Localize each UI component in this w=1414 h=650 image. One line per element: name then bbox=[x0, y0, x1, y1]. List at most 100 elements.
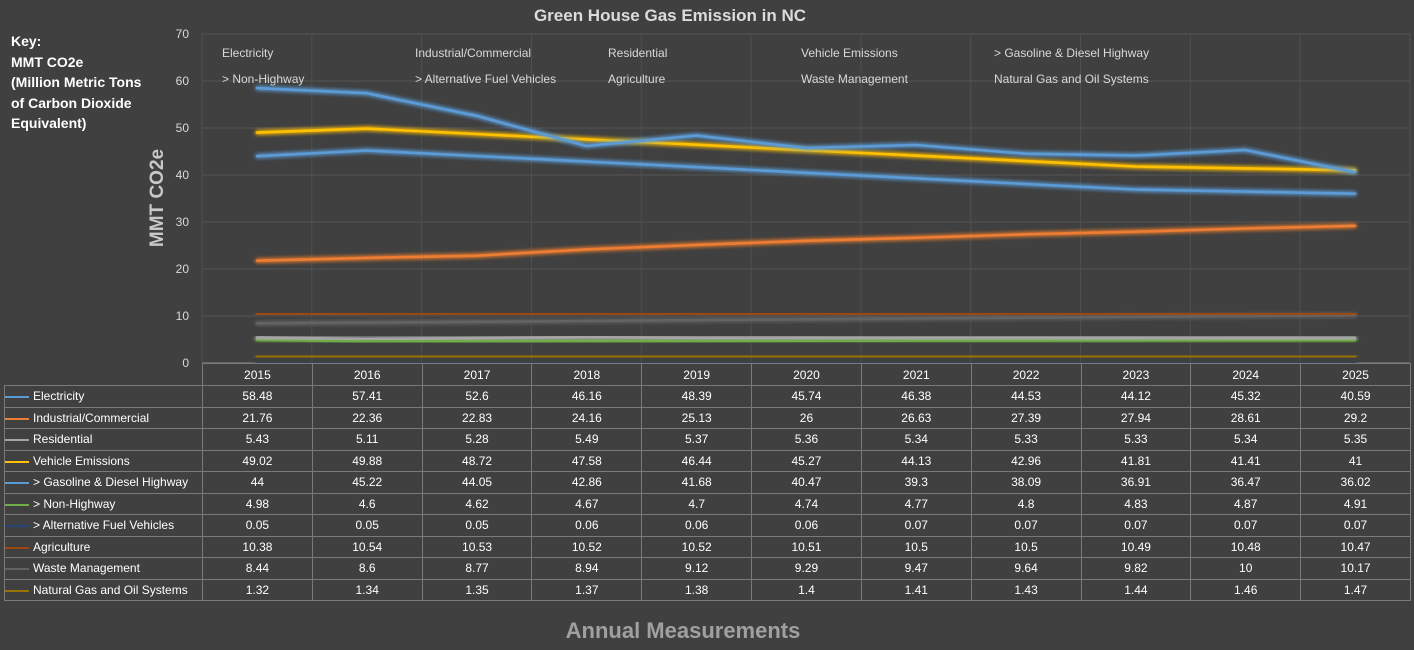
table-row: > Gasoline & Diesel Highway 44 45.22 44.05 4… bbox=[4, 471, 1411, 494]
value-cell: 42.96 bbox=[970, 449, 1082, 472]
table-row: Waste Management 8.44 8.6 8.77 8.94 9.12 9.29 9… bbox=[4, 557, 1411, 580]
series-swatch-icon bbox=[5, 525, 29, 528]
value-cell: 4.6 bbox=[311, 492, 423, 515]
legend-item: > Alternative Fuel Vehicles bbox=[383, 72, 556, 86]
series-swatch-icon bbox=[5, 589, 29, 592]
value-cell: 0.05 bbox=[311, 514, 423, 537]
value-cell: 47.58 bbox=[531, 449, 643, 472]
value-cell: 0.07 bbox=[970, 514, 1082, 537]
value-cell: 1.41 bbox=[860, 578, 972, 601]
table-row: Agriculture 10.38 10.54 10.53 10.52 10.52 10.5… bbox=[4, 535, 1411, 558]
legend-item: Electricity bbox=[190, 46, 273, 60]
value-cell: 39.3 bbox=[860, 471, 972, 494]
series-swatch-icon bbox=[5, 503, 29, 506]
value-cell: 4.67 bbox=[531, 492, 643, 515]
value-cell: 25.13 bbox=[641, 406, 753, 429]
x-axis-label: Annual Measurements bbox=[565, 618, 801, 643]
table-row: Industrial/Commercial 21.76 22.36 22.83 24.1… bbox=[4, 406, 1411, 429]
value-cell: 10.5 bbox=[860, 535, 972, 558]
value-cell: 10.38 bbox=[202, 535, 313, 558]
value-cell: 10.52 bbox=[531, 535, 643, 558]
value-cell: 4.98 bbox=[202, 492, 313, 515]
value-cell: 22.36 bbox=[311, 406, 423, 429]
value-cell: 1.37 bbox=[531, 578, 643, 601]
value-cell: 5.34 bbox=[860, 428, 972, 451]
value-cell: 1.44 bbox=[1080, 578, 1192, 601]
series-name-cell: > Non-Highway bbox=[4, 492, 203, 515]
value-cell: 0.07 bbox=[1300, 514, 1411, 537]
legend-label: Industrial/Commercial bbox=[415, 46, 531, 60]
series-name-label: Industrial/Commercial bbox=[33, 410, 150, 425]
series-line bbox=[255, 313, 1357, 325]
legend-item: Agriculture bbox=[576, 72, 666, 86]
value-cell: 44.53 bbox=[970, 385, 1082, 408]
series-name-label: Waste Management bbox=[33, 561, 140, 576]
value-cell: 0.07 bbox=[1190, 514, 1302, 537]
value-cell: 48.72 bbox=[421, 449, 533, 472]
value-cell: 4.62 bbox=[421, 492, 533, 515]
value-cell: 41.68 bbox=[641, 471, 753, 494]
table-row: Electricity 58.48 57.41 52.6 46.16 48.39 45.74… bbox=[4, 385, 1411, 408]
key-note: Key: MMT CO2e (Million Metric Tons of Ca… bbox=[11, 31, 176, 134]
value-cell: 46.44 bbox=[641, 449, 753, 472]
value-cell: 1.35 bbox=[421, 578, 533, 601]
y-tick-label: 50 bbox=[176, 121, 190, 135]
value-cell: 42.86 bbox=[531, 471, 643, 494]
value-cell: 9.47 bbox=[860, 557, 972, 580]
table-header-row: 2015 2016 2017 2018 2019 2020 2021 2022 2023 2024… bbox=[4, 363, 1411, 386]
series-swatch-icon bbox=[5, 417, 29, 420]
year-header-cell: 2024 bbox=[1190, 363, 1302, 386]
value-cell: 1.43 bbox=[970, 578, 1082, 601]
value-cell: 57.41 bbox=[311, 385, 423, 408]
series-swatch-icon bbox=[5, 460, 29, 463]
series-swatch-icon bbox=[5, 482, 29, 485]
value-cell: 10.51 bbox=[751, 535, 862, 558]
year-header-cell: 2020 bbox=[751, 363, 862, 386]
value-cell: 27.94 bbox=[1080, 406, 1192, 429]
value-cell: 4.91 bbox=[1300, 492, 1411, 515]
value-cell: 4.8 bbox=[970, 492, 1082, 515]
value-cell: 40.47 bbox=[751, 471, 862, 494]
legend-item: Natural Gas and Oil Systems bbox=[962, 72, 1149, 86]
table-corner bbox=[4, 363, 203, 386]
legend-label: Agriculture bbox=[608, 72, 666, 86]
value-cell: 5.34 bbox=[1190, 428, 1302, 451]
line-chart-plot: 0 10 20 30 40 50 60 70 Electricity Industrial/Co… bbox=[176, 27, 1411, 370]
value-cell: 0.07 bbox=[860, 514, 972, 537]
year-header-cell: 2021 bbox=[860, 363, 972, 386]
series-name-label: Residential bbox=[33, 432, 93, 447]
series-lines bbox=[255, 86, 1357, 365]
value-cell: 26.63 bbox=[860, 406, 972, 429]
value-cell: 4.83 bbox=[1080, 492, 1192, 515]
legend-item: Vehicle Emissions bbox=[769, 46, 898, 60]
value-cell: 52.6 bbox=[421, 385, 533, 408]
value-cell: 5.36 bbox=[751, 428, 862, 451]
value-cell: 4.7 bbox=[641, 492, 753, 515]
value-cell: 1.47 bbox=[1300, 578, 1411, 601]
year-header-cell: 2019 bbox=[641, 363, 753, 386]
y-tick-label: 20 bbox=[176, 262, 190, 276]
value-cell: 28.61 bbox=[1190, 406, 1302, 429]
value-cell: 10.17 bbox=[1300, 557, 1411, 580]
table-row: Natural Gas and Oil Systems 1.32 1.34 1.35 1… bbox=[4, 578, 1411, 601]
series-swatch-icon bbox=[5, 546, 29, 549]
series-swatch-icon bbox=[5, 439, 29, 442]
table-row: Residential 5.43 5.11 5.28 5.49 5.37 5.36 5.34 5… bbox=[4, 428, 1411, 451]
value-cell: 9.64 bbox=[970, 557, 1082, 580]
series-name-label: Vehicle Emissions bbox=[33, 453, 130, 468]
series-line bbox=[255, 312, 1357, 316]
year-header-cell: 2016 bbox=[311, 363, 423, 386]
value-cell: 36.47 bbox=[1190, 471, 1302, 494]
series-line bbox=[255, 338, 1357, 343]
value-cell: 5.28 bbox=[421, 428, 533, 451]
value-cell: 44 bbox=[202, 471, 313, 494]
y-tick-label: 60 bbox=[176, 74, 190, 88]
chart-title: Green House Gas Emission in NC bbox=[533, 6, 807, 25]
legend-label: Electricity bbox=[222, 46, 273, 60]
legend-item: Waste Management bbox=[769, 72, 909, 86]
legend-item: Industrial/Commercial bbox=[383, 46, 531, 60]
value-cell: 36.02 bbox=[1300, 471, 1411, 494]
series-line bbox=[255, 149, 1357, 195]
data-table: 2015 2016 2017 2018 2019 2020 2021 2022 2023 2024… bbox=[4, 363, 1411, 601]
value-cell: 10.5 bbox=[970, 535, 1082, 558]
